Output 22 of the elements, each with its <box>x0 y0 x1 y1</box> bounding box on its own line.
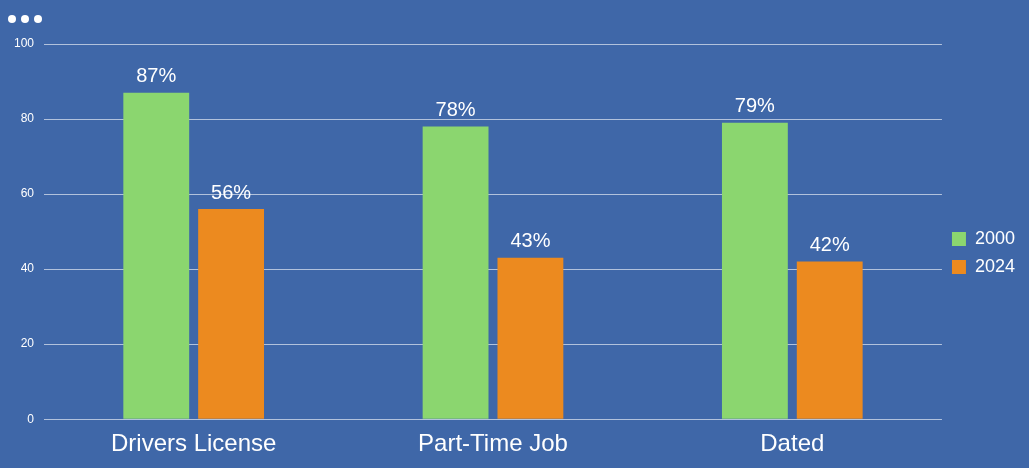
bar <box>796 261 863 419</box>
bar <box>497 257 564 419</box>
x-tick-label: Dated <box>760 429 825 457</box>
legend-label: 2024 <box>974 255 1015 276</box>
x-tick-label: Drivers License <box>110 429 277 457</box>
data-label: 87% <box>136 64 177 87</box>
data-label: 79% <box>734 94 776 117</box>
bar <box>198 209 265 419</box>
y-tick-label: 100 <box>13 36 35 51</box>
data-label: 42% <box>809 233 850 256</box>
y-tick-label: 0 <box>27 411 35 426</box>
x-tick-label: Part-Time Job <box>418 429 568 457</box>
data-label: 43% <box>510 229 551 252</box>
y-tick-label: 20 <box>20 336 35 351</box>
data-label: 78% <box>435 98 476 121</box>
y-tick-label: 60 <box>20 186 35 201</box>
y-tick-label: 40 <box>20 261 35 276</box>
legend-label: 2000 <box>974 227 1015 248</box>
bar <box>721 122 788 419</box>
y-tick-label: 80 <box>20 111 35 126</box>
bar <box>422 126 489 419</box>
bar <box>123 92 190 419</box>
